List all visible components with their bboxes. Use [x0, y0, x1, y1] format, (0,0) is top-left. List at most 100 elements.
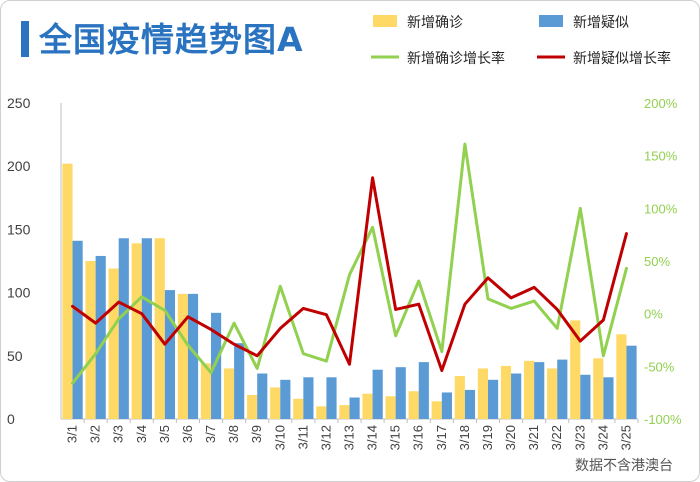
y-left-tick-label: 250: [7, 95, 31, 111]
x-tick-label: 3/2: [88, 425, 103, 443]
x-tick-label: 3/15: [388, 425, 403, 450]
bar-suspected: [211, 312, 222, 419]
y-right-tick-label: 200%: [644, 96, 678, 111]
x-tick-label: 3/7: [203, 425, 218, 443]
y-left-tick-label: 0: [7, 411, 15, 427]
bar-suspected: [303, 377, 314, 419]
bar-confirmed: [200, 363, 212, 419]
bar-confirmed: [477, 368, 488, 419]
legend-confirmed-label: 新增确诊: [407, 15, 463, 31]
y-left-tick-label: 150: [7, 221, 31, 237]
source-note: 数据不含港澳台: [575, 458, 673, 474]
bar-suspected: [372, 369, 383, 419]
x-tick-label: 3/12: [318, 425, 333, 450]
bar-confirmed: [570, 320, 581, 419]
bar-suspected: [234, 343, 245, 419]
x-tick-label: 3/23: [572, 425, 587, 450]
line-suspected-growth-rate: [71, 176, 628, 373]
bar-confirmed: [131, 243, 142, 419]
bar-suspected: [187, 293, 199, 419]
x-tick-label: 3/5: [157, 425, 172, 443]
bar-confirmed: [177, 293, 188, 419]
bar-confirmed: [523, 360, 535, 419]
x-tick-label: 3/18: [457, 425, 472, 450]
bar-suspected: [626, 345, 637, 419]
title-accent-bar: [21, 21, 29, 57]
legend-suspected-rate-label: 新增疑似增长率: [573, 50, 671, 67]
bar-suspected: [487, 379, 499, 419]
x-tick-label: 3/11: [295, 425, 310, 449]
bar-confirmed: [616, 334, 627, 419]
bar-confirmed: [362, 393, 373, 419]
y-right-tick-label: 100%: [644, 201, 678, 216]
x-tick-label: 3/16: [411, 425, 426, 450]
x-tick-label: 3/20: [503, 425, 518, 450]
bar-suspected: [280, 379, 291, 419]
bar-suspected: [557, 359, 568, 419]
bar-confirmed: [154, 238, 165, 419]
bar-suspected: [511, 373, 522, 419]
y-right-tick-label: -50%: [644, 359, 675, 374]
y-right-tick-label: 0%: [644, 307, 663, 322]
x-tick-label: 3/6: [180, 425, 195, 443]
x-tick-label: 3/17: [434, 425, 449, 450]
x-tick-label: 3/14: [365, 425, 380, 450]
x-tick-label: 3/21: [526, 425, 541, 450]
x-tick-label: 3/8: [226, 425, 241, 443]
x-tick-label: 3/4: [134, 425, 149, 443]
x-tick-label: 3/10: [272, 425, 287, 450]
bar-confirmed: [316, 406, 327, 419]
bar-confirmed: [500, 365, 512, 419]
x-tick-label: 3/3: [111, 425, 126, 443]
bar-suspected: [95, 255, 106, 419]
bar-confirmed: [62, 163, 73, 419]
bar-confirmed: [270, 387, 281, 419]
bar-confirmed: [247, 394, 258, 419]
x-tick-label: 3/9: [249, 425, 264, 443]
y-left-tick-label: 200: [7, 158, 31, 174]
x-tick-label: 3/24: [595, 425, 610, 450]
bar-confirmed: [454, 376, 465, 419]
bar-confirmed: [385, 396, 396, 419]
bar-suspected: [118, 238, 129, 419]
x-tick-label: 3/13: [342, 425, 357, 450]
bar-confirmed: [108, 268, 119, 419]
y-right-tick-label: 150%: [644, 149, 678, 164]
bar-suspected: [141, 238, 152, 419]
x-tick-label: 3/25: [618, 425, 633, 450]
bar-suspected: [464, 389, 476, 419]
x-tick-label: 3/1: [65, 425, 80, 443]
bar-confirmed: [339, 405, 350, 419]
bar-confirmed: [223, 368, 235, 419]
bar-confirmed: [85, 261, 96, 419]
bar-suspected: [164, 290, 176, 419]
bar-suspected: [534, 362, 545, 419]
bar-suspected: [441, 392, 452, 419]
bar-suspected: [257, 373, 268, 419]
bar-suspected: [326, 377, 337, 419]
legend-suspected-swatch: [539, 15, 563, 27]
legend-confirmed-swatch: [373, 15, 397, 27]
line-confirmed-growth-rate: [71, 142, 628, 385]
y-left-tick-label: 50: [7, 348, 23, 364]
x-tick-label: 3/22: [549, 425, 564, 450]
bar-suspected: [418, 362, 429, 419]
bar-confirmed: [547, 368, 558, 419]
y-right-tick-label: 50%: [644, 254, 670, 269]
legend-suspected-label: 新增疑似: [573, 15, 629, 31]
bar-suspected: [395, 367, 406, 419]
bar-confirmed: [431, 401, 442, 419]
bar-suspected: [603, 377, 614, 419]
bar-confirmed: [293, 398, 304, 419]
bar-confirmed: [408, 391, 419, 419]
y-left-tick-label: 100: [7, 285, 31, 301]
bar-confirmed: [593, 358, 604, 419]
bar-suspected: [349, 397, 360, 419]
legend-confirmed-rate-label: 新增确诊增长率: [407, 50, 505, 67]
x-tick-label: 3/19: [480, 425, 495, 450]
y-right-tick-label: -100%: [644, 412, 682, 427]
bar-suspected: [72, 240, 83, 419]
bar-suspected: [580, 374, 591, 419]
chart-title: 全国疫情趋势图A: [39, 20, 304, 59]
